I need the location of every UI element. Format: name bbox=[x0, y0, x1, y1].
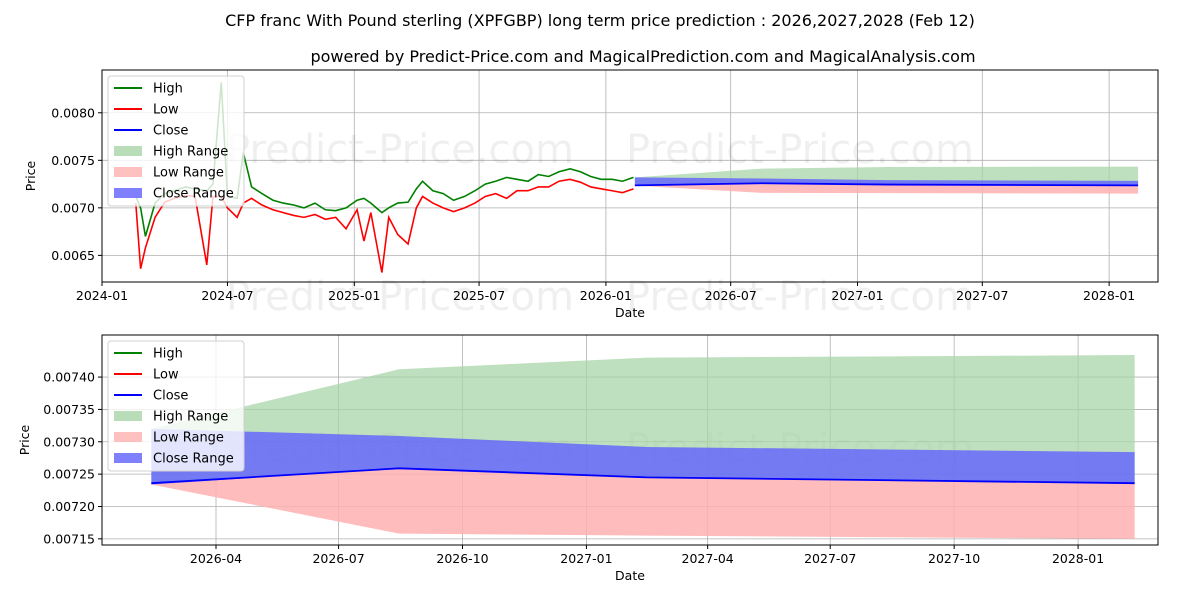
x-tick-label: 2024-01 bbox=[76, 288, 128, 303]
y-tick-label: 0.00720 bbox=[43, 499, 95, 514]
axes-frame bbox=[101, 334, 1159, 546]
x-tick-label: 2024-07 bbox=[201, 288, 253, 303]
y-axis-label: Price bbox=[23, 160, 38, 191]
x-tick-label: 2025-01 bbox=[328, 288, 380, 303]
x-tick-label: 2026-07 bbox=[705, 288, 757, 303]
x-tick-label: 2028-01 bbox=[1052, 551, 1104, 566]
close-line bbox=[151, 467, 1135, 485]
close-range-band bbox=[634, 177, 1139, 186]
legend-label: High Range bbox=[153, 410, 228, 425]
y-tick-label: 0.0065 bbox=[51, 248, 95, 263]
x-tick-label: 2027-07 bbox=[956, 288, 1008, 303]
legend-label: Close Range bbox=[153, 187, 234, 202]
legend-label: High bbox=[153, 347, 183, 362]
axes-frame bbox=[101, 69, 1159, 283]
low-range-band bbox=[151, 468, 1135, 539]
x-tick-label: 2028-01 bbox=[1083, 288, 1135, 303]
y-tick-label: 0.0080 bbox=[51, 105, 95, 120]
x-tick-label: 2026-10 bbox=[436, 551, 488, 566]
legend-label: Low bbox=[153, 103, 179, 118]
x-tick-label: 2025-07 bbox=[453, 288, 505, 303]
top-plot: 2024-01 2024-07 2025-01 2025-07 2026-01 2026-… bbox=[23, 69, 1159, 320]
x-tick-label: 2027-10 bbox=[928, 551, 980, 566]
x-tick-label: 2027-01 bbox=[560, 551, 612, 566]
x-tick-label: 2026-07 bbox=[312, 551, 364, 566]
x-tick-label: 2027-01 bbox=[831, 288, 883, 303]
legend-label: Low bbox=[153, 368, 179, 383]
low-line bbox=[134, 178, 634, 273]
y-tick-label: 0.00740 bbox=[43, 370, 95, 385]
y-tick-label: 0.00725 bbox=[43, 467, 95, 482]
legend-label: Close bbox=[153, 389, 188, 404]
chart-title: CFP franc With Pound sterling (XPFGBP) l… bbox=[225, 11, 975, 30]
legend-swatch-close-range bbox=[114, 188, 142, 198]
legend-swatch-low-range bbox=[114, 167, 142, 177]
plot-area bbox=[151, 355, 1135, 539]
x-tick-label: 2027-04 bbox=[682, 551, 734, 566]
legend-swatch-high-range bbox=[114, 146, 142, 156]
legend-label: Low Range bbox=[153, 166, 224, 181]
x-tick-label: 2026-01 bbox=[580, 288, 632, 303]
legend-label: Low Range bbox=[153, 431, 224, 446]
watermark: Predict-Price.com bbox=[626, 274, 974, 320]
x-axis-label: Date bbox=[615, 568, 645, 583]
x-tick-label: 2026-04 bbox=[190, 551, 242, 566]
y-tick-label: 0.0070 bbox=[51, 200, 95, 215]
bottom-plot: 2026-04 2026-07 2026-10 2027-01 2027-04 2027-… bbox=[17, 334, 1159, 583]
plot-area bbox=[134, 82, 1139, 273]
legend-label: High bbox=[153, 82, 183, 97]
y-tick-label: 0.0075 bbox=[51, 153, 95, 168]
x-axis-label: Date bbox=[615, 305, 645, 320]
close-line bbox=[634, 182, 1139, 187]
y-tick-label: 0.00735 bbox=[43, 402, 95, 417]
legend-swatch-low-range bbox=[114, 432, 142, 442]
legend-swatch-high-range bbox=[114, 411, 142, 421]
legend-label: Close bbox=[153, 124, 188, 139]
legend-label: Close Range bbox=[153, 452, 234, 467]
watermark: Predict-Price.com bbox=[226, 127, 574, 173]
y-tick-label: 0.00730 bbox=[43, 434, 95, 449]
legend-swatch-close-range bbox=[114, 453, 142, 463]
legend: High Low Close High Range Low Range Close Ran… bbox=[107, 75, 245, 207]
legend-label: High Range bbox=[153, 145, 228, 160]
x-tick-label: 2027-07 bbox=[804, 551, 856, 566]
watermark: Predict-Price.com bbox=[226, 274, 574, 320]
legend: High Low Close High Range Low Range Close Ran… bbox=[107, 340, 245, 472]
close-range-band bbox=[151, 428, 1135, 485]
y-tick-label: 0.00715 bbox=[43, 531, 95, 546]
chart-subtitle: powered by Predict-Price.com and Magical… bbox=[310, 47, 975, 66]
watermark: Predict-Price.com bbox=[626, 127, 974, 173]
y-axis-label: Price bbox=[17, 424, 32, 455]
